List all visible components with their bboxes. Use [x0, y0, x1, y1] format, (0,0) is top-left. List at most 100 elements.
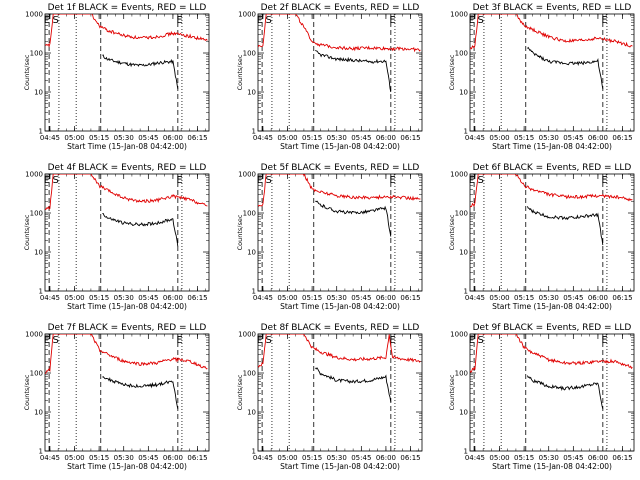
x-tick-label: 05:30: [327, 294, 347, 302]
y-tick-label: 1: [252, 128, 256, 136]
lld-series-line: [470, 174, 633, 208]
y-tick-label: 1000: [450, 11, 468, 19]
event-marker-label: E: [257, 15, 263, 26]
y-tick-label: 100: [30, 210, 43, 218]
x-tick-label: 05:15: [514, 294, 534, 302]
y-tick-label: 1000: [238, 331, 256, 339]
panel-5: Det 5f BLACK = Events, RED = LLD 1 10 100 10…: [236, 163, 423, 311]
event-marker-label: S: [265, 15, 271, 26]
y-axis-label: Counts/sec: [236, 54, 244, 90]
y-tick-label: 10: [459, 89, 468, 97]
panel-title: Det 4f BLACK = Events, RED = LLD: [48, 163, 207, 173]
y-tick-label: 100: [30, 50, 43, 58]
plot-frame: [44, 13, 210, 132]
panel-title: Det 5f BLACK = Events, RED = LLD: [261, 163, 420, 173]
x-tick-label: 05:30: [539, 134, 559, 142]
x-tick-label: 05:45: [138, 454, 158, 462]
x-axis-label: Start Time (15-Jan-08 04:42:00): [280, 462, 400, 471]
x-tick-label: 04:45: [40, 454, 60, 462]
x-tick-label: 04:45: [465, 134, 485, 142]
x-tick-label: 06:00: [163, 294, 183, 302]
x-tick-label: 05:15: [89, 134, 109, 142]
lld-series-line: [258, 14, 421, 53]
y-tick-label: 1: [464, 448, 468, 456]
y-tick-label: 1000: [25, 11, 43, 19]
event-marker-label: E: [601, 175, 607, 186]
event-marker-label: E: [257, 335, 263, 346]
event-marker-label: E: [469, 175, 475, 186]
lld-series-line: [258, 334, 421, 368]
panel-6: Det 6f BLACK = Events, RED = LLD 1 10 100 10…: [448, 163, 635, 311]
x-tick-label: 06:15: [187, 294, 207, 302]
event-marker-label: E: [44, 175, 50, 186]
panel-title: Det 7f BLACK = Events, RED = LLD: [48, 323, 207, 333]
y-axis-label: Counts/sec: [448, 214, 456, 250]
y-tick-label: 1: [252, 288, 256, 296]
events-series-line: [102, 376, 179, 409]
y-tick-label: 10: [459, 249, 468, 257]
x-tick-label: 04:45: [465, 294, 485, 302]
event-marker-label: S: [265, 175, 271, 186]
y-tick-label: 10: [34, 409, 43, 417]
x-tick-label: 05:30: [114, 134, 134, 142]
x-tick-label: 04:45: [253, 134, 273, 142]
panel-2: Det 2f BLACK = Events, RED = LLD 1 10 100 10…: [236, 3, 423, 151]
event-marker-label: E: [601, 335, 607, 346]
event-marker-label: S: [265, 335, 271, 346]
x-tick-label: 06:00: [588, 294, 608, 302]
x-tick-label: 06:15: [612, 294, 632, 302]
x-axis-label: Start Time (15-Jan-08 04:42:00): [280, 142, 400, 151]
panel-9: Det 9f BLACK = Events, RED = LLD 1 10 100 10…: [448, 323, 635, 471]
x-tick-label: 06:00: [376, 134, 396, 142]
x-tick-label: 06:00: [163, 134, 183, 142]
x-tick-label: 06:15: [400, 454, 420, 462]
x-tick-label: 05:15: [89, 454, 109, 462]
events-series-line: [527, 46, 604, 89]
x-tick-label: 05:30: [114, 294, 134, 302]
y-tick-label: 1000: [238, 11, 256, 19]
event-marker-label: E: [389, 335, 395, 346]
panel-title: Det 8f BLACK = Events, RED = LLD: [261, 323, 420, 333]
event-marker-label: E: [469, 15, 475, 26]
y-tick-label: 10: [247, 409, 256, 417]
x-tick-label: 04:45: [253, 454, 273, 462]
lld-series-line: [470, 334, 633, 374]
event-marker-label: E: [469, 335, 475, 346]
lld-series-line: [45, 14, 208, 48]
event-marker-label: E: [176, 175, 182, 186]
event-marker-label: S: [52, 175, 58, 186]
y-axis-label: Counts/sec: [236, 214, 244, 250]
y-tick-label: 100: [243, 370, 256, 378]
y-tick-label: 1: [39, 448, 43, 456]
x-axis-label: Start Time (15-Jan-08 04:42:00): [492, 142, 612, 151]
plot-frame: [257, 13, 423, 132]
x-tick-label: 05:15: [302, 294, 322, 302]
y-tick-label: 1000: [25, 331, 43, 339]
x-tick-label: 06:15: [187, 454, 207, 462]
x-tick-label: 05:00: [489, 134, 509, 142]
y-tick-label: 1000: [238, 171, 256, 179]
x-tick-label: 06:15: [400, 294, 420, 302]
x-tick-label: 05:45: [351, 134, 371, 142]
event-marker-label: E: [257, 175, 263, 186]
panel-title: Det 6f BLACK = Events, RED = LLD: [473, 163, 632, 173]
x-axis-label: Start Time (15-Jan-08 04:42:00): [67, 462, 187, 471]
y-tick-label: 100: [30, 370, 43, 378]
panel-3: Det 3f BLACK = Events, RED = LLD 1 10 100 10…: [448, 3, 635, 151]
x-tick-label: 05:45: [563, 294, 583, 302]
plot-frame: [44, 333, 210, 452]
x-tick-label: 05:00: [64, 454, 84, 462]
event-marker-label: E: [176, 335, 182, 346]
x-tick-label: 05:00: [489, 294, 509, 302]
x-axis-label: Start Time (15-Jan-08 04:42:00): [67, 302, 187, 311]
y-tick-label: 1: [39, 128, 43, 136]
y-tick-label: 100: [455, 210, 468, 218]
panel-1: Det 1f BLACK = Events, RED = LLD 1 10 100 10…: [23, 3, 210, 151]
x-tick-label: 05:45: [351, 294, 371, 302]
x-tick-label: 06:15: [612, 454, 632, 462]
events-series-line: [315, 200, 392, 237]
x-tick-label: 05:00: [64, 134, 84, 142]
event-marker-label: E: [44, 15, 50, 26]
x-tick-label: 05:15: [89, 294, 109, 302]
events-series-line: [526, 375, 604, 410]
